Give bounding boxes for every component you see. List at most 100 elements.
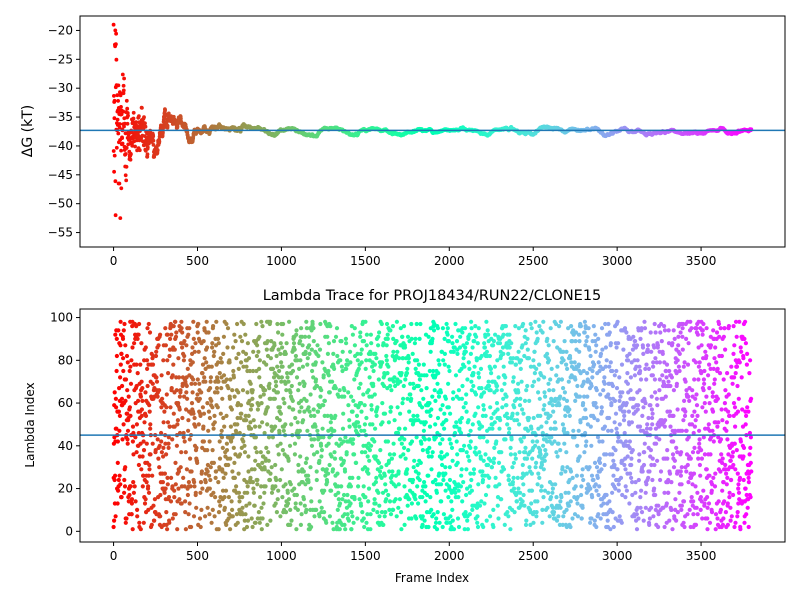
bottom-data-point	[120, 383, 125, 389]
bottom-data-point	[215, 405, 220, 410]
bottom-data-point	[248, 381, 253, 386]
bottom-data-point	[168, 405, 173, 410]
bottom-data-point	[195, 330, 200, 335]
bottom-data-point	[303, 349, 308, 354]
top-data-point	[151, 143, 156, 147]
bottom-data-point	[209, 398, 214, 403]
bottom-data-point	[188, 484, 193, 489]
bottom-data-point	[270, 366, 276, 371]
bottom-data-point	[283, 509, 289, 515]
bottom-data-point	[158, 332, 163, 337]
bottom-data-point	[186, 512, 191, 517]
bottom-data-point	[202, 356, 207, 361]
top-data-point	[163, 113, 168, 118]
bottom-data-point	[265, 422, 270, 427]
bottom-data-point	[213, 495, 218, 500]
bottom-data-point	[248, 475, 253, 480]
bottom-data-point	[239, 411, 244, 416]
bottom-data-point	[163, 343, 168, 348]
bottom-data-point	[184, 390, 189, 395]
bottom-data-point	[165, 475, 170, 480]
bottom-data-point	[112, 518, 117, 523]
bottom-data-point	[157, 465, 162, 470]
top-data-point	[120, 136, 124, 141]
top-data-point	[119, 105, 123, 109]
bottom-data-point	[183, 450, 188, 455]
bottom-data-point	[193, 490, 198, 495]
top-points	[111, 22, 754, 221]
bottom-data-point	[159, 450, 164, 455]
top-data-point	[120, 141, 125, 146]
bottom-data-point	[219, 386, 224, 391]
bottom-data-point	[166, 445, 171, 450]
bottom-data-point	[290, 368, 296, 374]
top-data-point	[117, 181, 122, 186]
bottom-data-point	[211, 490, 216, 495]
bottom-data-point	[157, 443, 162, 448]
bottom-data-point	[168, 336, 173, 341]
bottom-data-point	[283, 351, 288, 356]
bottom-data-point	[221, 475, 226, 480]
bottom-data-point	[208, 375, 213, 380]
bottom-data-point	[129, 512, 134, 517]
bottom-data-point	[147, 462, 152, 468]
top-data-point	[113, 179, 118, 184]
bottom-data-point	[132, 341, 137, 346]
bottom-data-point	[288, 482, 293, 487]
bottom-data-point	[189, 469, 194, 474]
bottom-data-point	[123, 520, 128, 525]
bottom-data-point	[225, 345, 230, 350]
bottom-data-point	[176, 401, 181, 406]
bottom-data-point	[253, 520, 258, 525]
bottom-data-point	[164, 509, 169, 515]
top-data-point	[163, 108, 168, 112]
bottom-data-point	[189, 401, 195, 406]
top-data-point	[121, 83, 126, 88]
bottom-panel: Lambda Trace for PROJ18434/RUN22/CLONE15…	[23, 288, 786, 585]
bottom-data-point	[258, 495, 263, 500]
top-data-point	[118, 93, 123, 98]
bottom-data-point	[301, 418, 306, 423]
bottom-data-point	[185, 492, 190, 498]
bottom-data-point	[119, 351, 124, 356]
top-x-ticks: 0 500 1000 1500 2000 2500 3000 3500	[110, 247, 716, 268]
bottom-data-point	[285, 501, 291, 506]
bottom-data-point	[214, 386, 220, 391]
top-data-point	[124, 178, 129, 183]
bottom-data-point	[114, 353, 119, 359]
bottom-data-point	[147, 409, 152, 414]
bottom-data-point	[116, 328, 121, 333]
bottom-data-point	[165, 332, 170, 337]
bottom-data-point	[262, 490, 267, 495]
top-data-point	[114, 57, 119, 62]
bottom-data-point	[247, 501, 252, 506]
bottom-data-point	[266, 450, 271, 455]
bottom-data-point	[216, 480, 221, 485]
top-data-point	[112, 98, 117, 103]
bottom-data-point	[197, 396, 202, 401]
bottom-data-point	[160, 396, 165, 401]
top-data-point	[131, 110, 136, 115]
bottom-data-point	[268, 518, 273, 523]
bottom-data-point	[146, 484, 151, 489]
bottom-data-point	[289, 383, 294, 389]
bottom-data-point	[174, 388, 179, 393]
top-data-point	[137, 114, 141, 119]
bottom-data-point	[293, 501, 298, 506]
top-data-point	[125, 106, 130, 111]
bottom-data-point	[117, 473, 122, 478]
top-x-tick-label: 0	[110, 254, 118, 268]
bottom-data-point	[116, 477, 121, 483]
bottom-data-point	[210, 341, 215, 346]
bottom-chart-title: Lambda Trace for PROJ18434/RUN22/CLONE15	[263, 288, 602, 304]
bottom-data-point	[298, 501, 303, 506]
top-data-point	[111, 22, 116, 27]
bottom-data-point	[230, 469, 235, 474]
bottom-data-point	[249, 516, 254, 521]
bottom-data-point	[274, 353, 279, 359]
top-data-point	[124, 98, 129, 103]
bottom-data-point	[201, 339, 206, 344]
bottom-data-point	[199, 507, 204, 512]
bottom-data-point	[170, 516, 175, 521]
bottom-data-point	[267, 386, 272, 391]
